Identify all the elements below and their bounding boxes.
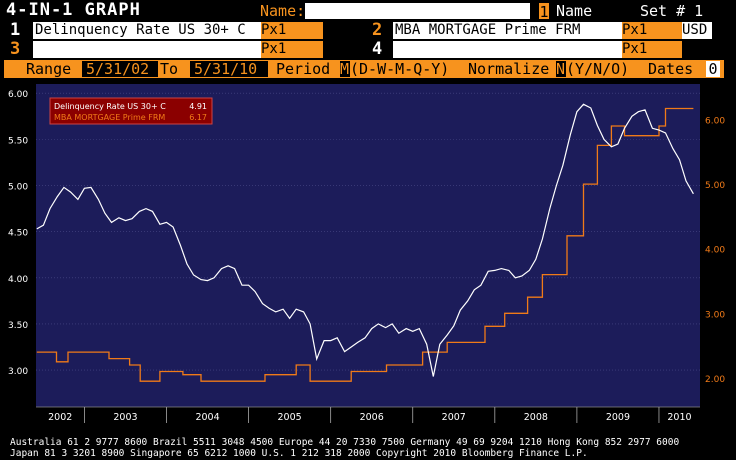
- legend-box: [49, 97, 213, 125]
- x-axis-tick-2009: 2009: [606, 412, 630, 423]
- x-axis-tick-2006: 2006: [360, 412, 384, 423]
- left-axis-tick-4.50: 4.50: [8, 229, 28, 239]
- x-axis-tick-2008: 2008: [524, 412, 548, 423]
- series-mba-prime-frm-line: [36, 107, 694, 382]
- security-2-currency-input[interactable]: USD: [682, 22, 712, 39]
- range-bar: [4, 60, 724, 78]
- page-title: 4-IN-1 GRAPH: [6, 0, 141, 20]
- security-2-number: 2: [372, 20, 384, 40]
- x-axis-tick-2002: 2002: [48, 412, 72, 423]
- name-label: Name:: [260, 2, 306, 20]
- x-axis-tick-2004: 2004: [195, 412, 219, 423]
- right-axis-tick-6.00: 6.00: [705, 117, 725, 127]
- normalize-label: Normalize: [468, 60, 550, 78]
- legend-2-value: 6.17: [189, 113, 207, 122]
- security-3-field-input[interactable]: Px1: [261, 41, 323, 58]
- series-delinquency-rate-line: [36, 103, 694, 377]
- security-4-number: 4: [372, 39, 384, 59]
- right-axis-tick-4.00: 4.00: [705, 246, 725, 256]
- right-axis-tick-3.00: 3.00: [705, 310, 725, 320]
- security-4-field-input[interactable]: Px1: [622, 41, 682, 58]
- legend: Delinquency Rate US 30+ C 4.91 MBA MORTG…: [49, 97, 213, 125]
- set-number-field[interactable]: 1: [539, 3, 549, 21]
- range-start-input[interactable]: 5/31/02: [82, 61, 158, 77]
- plot-area: [36, 84, 700, 407]
- right-axis-tick-2.00: 2.00: [705, 375, 725, 385]
- x-axis-tick-2007: 2007: [442, 412, 466, 423]
- period-label: Period: [276, 60, 331, 78]
- right-axis-tick-5.00: 5.00: [705, 181, 725, 191]
- left-axis-tick-3.00: 3.00: [8, 367, 28, 377]
- legend-1-name: Delinquency Rate US 30+ C: [54, 102, 166, 111]
- footer-contacts-line: Australia 61 2 9777 8600 Brazil 5511 304…: [10, 437, 680, 448]
- legend-2-name: MBA MORTGAGE Prime FRM: [54, 113, 165, 122]
- x-axis-tick-2005: 2005: [278, 412, 302, 423]
- name-input[interactable]: [305, 3, 530, 19]
- left-axis-tick-3.50: 3.50: [8, 321, 28, 331]
- footer-copyright-line: Japan 81 3 3201 8900 Singapore 65 6212 1…: [10, 448, 588, 459]
- security-1-field-input[interactable]: Px1: [261, 22, 323, 39]
- period-input[interactable]: M: [340, 60, 350, 78]
- security-3-number: 3: [10, 39, 22, 59]
- dates-label: Dates: [648, 60, 694, 78]
- normalize-options: (Y/N/O): [566, 60, 630, 78]
- security-4-ticker-input[interactable]: [393, 41, 622, 58]
- security-2-ticker-input[interactable]: MBA MORTGAGE Prime FRM: [393, 22, 622, 39]
- range-to-label: To: [160, 60, 179, 78]
- dates-input[interactable]: 0: [706, 61, 720, 77]
- period-options: (D-W-M-Q-Y): [350, 60, 450, 78]
- left-axis-tick-4.00: 4.00: [8, 275, 28, 285]
- security-1-number: 1: [10, 20, 22, 40]
- normalize-input[interactable]: N: [556, 60, 566, 78]
- x-axis-tick-2003: 2003: [113, 412, 137, 423]
- legend-1-value: 4.91: [189, 102, 207, 111]
- set-label: Set # 1: [640, 2, 704, 20]
- x-axis-tick-2010: 2010: [667, 412, 691, 423]
- security-2-field-input[interactable]: Px1: [622, 22, 682, 39]
- left-axis-tick-5.00: 5.00: [8, 183, 28, 193]
- left-axis-tick-5.50: 5.50: [8, 136, 28, 146]
- left-axis-tick-6.00: 6.00: [8, 90, 28, 100]
- range-label: Range: [26, 60, 72, 78]
- security-3-ticker-input[interactable]: [33, 41, 261, 58]
- range-end-input[interactable]: 5/31/10: [190, 61, 268, 77]
- set-name-label: Name: [556, 2, 593, 20]
- security-1-ticker-input[interactable]: Delinquency Rate US 30+ C: [33, 22, 261, 39]
